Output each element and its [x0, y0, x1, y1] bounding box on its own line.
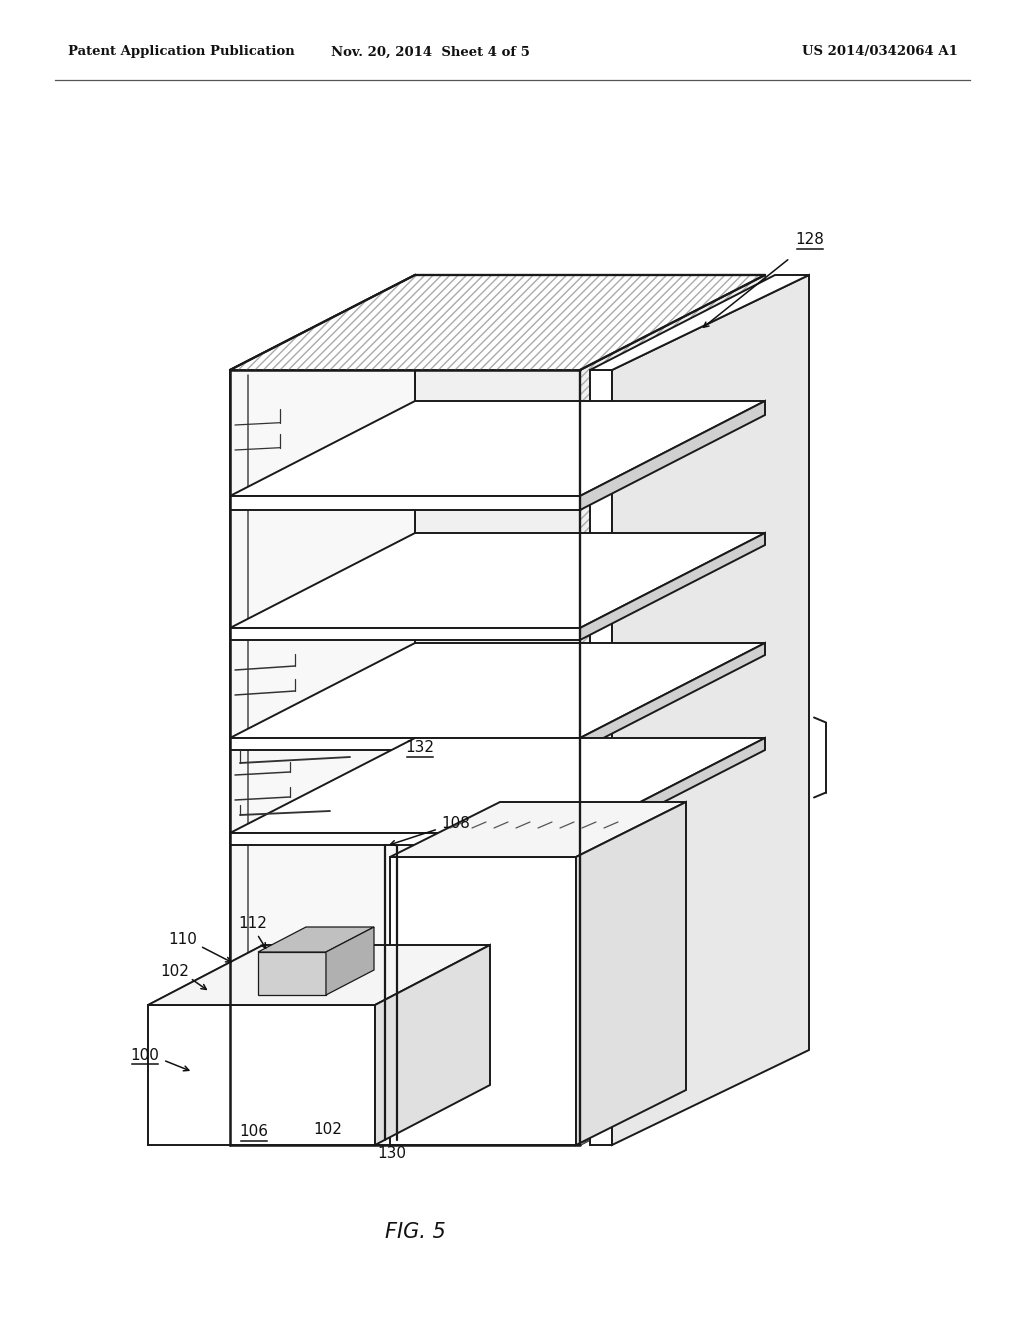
Text: Patent Application Publication: Patent Application Publication: [68, 45, 295, 58]
Text: FIG. 5: FIG. 5: [385, 1222, 445, 1242]
Text: 110: 110: [169, 932, 198, 948]
Polygon shape: [230, 275, 415, 1144]
Polygon shape: [415, 275, 765, 1049]
Polygon shape: [580, 738, 765, 845]
Polygon shape: [230, 401, 765, 496]
Polygon shape: [258, 927, 374, 952]
Text: Nov. 20, 2014  Sheet 4 of 5: Nov. 20, 2014 Sheet 4 of 5: [331, 45, 529, 58]
Polygon shape: [230, 833, 580, 845]
Polygon shape: [590, 370, 612, 1144]
Polygon shape: [580, 643, 765, 750]
Polygon shape: [148, 1005, 375, 1144]
Polygon shape: [375, 945, 490, 1144]
Text: 108: 108: [441, 816, 470, 830]
Polygon shape: [580, 401, 765, 510]
Text: 130: 130: [378, 1147, 407, 1162]
Polygon shape: [230, 496, 580, 510]
Text: 100: 100: [131, 1048, 160, 1063]
Polygon shape: [258, 952, 326, 995]
Polygon shape: [612, 275, 809, 1144]
Polygon shape: [390, 803, 686, 857]
Polygon shape: [230, 533, 765, 628]
Polygon shape: [148, 945, 490, 1005]
Polygon shape: [590, 275, 809, 370]
Polygon shape: [230, 275, 765, 370]
Polygon shape: [390, 857, 575, 1144]
Polygon shape: [580, 533, 765, 640]
Polygon shape: [230, 738, 580, 750]
Polygon shape: [230, 628, 580, 640]
Text: 132: 132: [406, 741, 434, 755]
Polygon shape: [230, 738, 765, 833]
Text: US 2014/0342064 A1: US 2014/0342064 A1: [802, 45, 958, 58]
Text: 106: 106: [240, 1125, 268, 1139]
Polygon shape: [326, 927, 374, 995]
Text: 128: 128: [796, 232, 824, 248]
Text: 102: 102: [161, 965, 189, 979]
Polygon shape: [575, 803, 686, 1144]
Polygon shape: [230, 1049, 765, 1144]
Polygon shape: [148, 945, 263, 1144]
Text: 112: 112: [239, 916, 267, 932]
Polygon shape: [230, 643, 765, 738]
Text: 102: 102: [313, 1122, 342, 1138]
